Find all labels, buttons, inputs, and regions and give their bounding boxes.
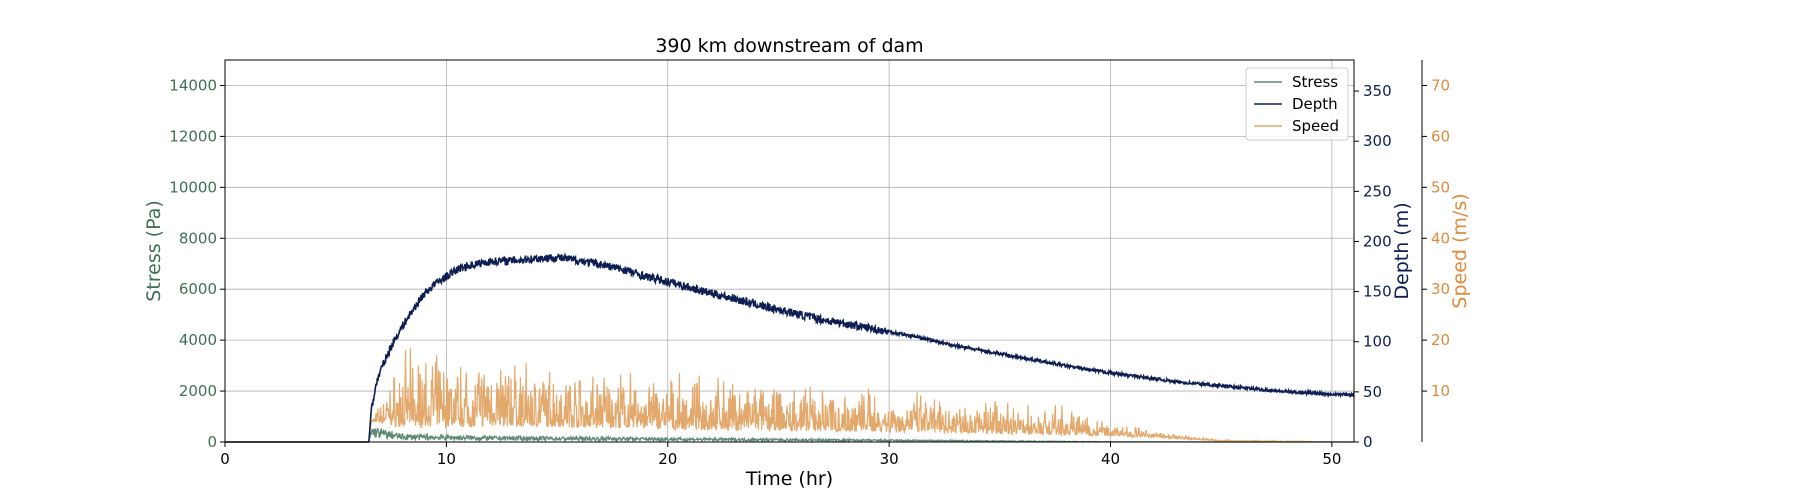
depth-tick-label: 200 [1363,232,1392,250]
legend-box [1245,67,1349,141]
x-tick-label: 0 [220,450,230,468]
depth-tick-label: 100 [1363,333,1392,351]
stress-tick-label: 2000 [179,382,217,400]
stress-tick-label: 4000 [179,331,217,349]
axes-layer: 0 10 20 30 40 5002000400060008000100001200014… [169,60,1450,468]
stress-tick-label: 10000 [169,178,217,196]
x-axis-label: Time (hr) [745,468,833,490]
speed-tick-label: 30 [1431,280,1450,298]
series-line-depth [225,252,1355,443]
stress-tick-label: 0 [207,433,217,451]
speed-axis-label: Speed (m/s) [1449,193,1471,308]
x-tick-label: 50 [1322,450,1341,468]
legend-label-stress: Stress [1292,73,1338,91]
stress-tick-label: 8000 [179,229,217,247]
series-line-speed [225,347,1354,443]
depth-tick-label: 150 [1363,283,1392,301]
speed-tick-label: 40 [1431,229,1450,247]
depth-tick-label: 350 [1363,82,1392,100]
depth-tick-label: 50 [1363,383,1382,401]
stress-tick-label: 6000 [179,280,217,298]
stress-tick-label: 12000 [169,127,217,145]
x-tick-label: 10 [437,450,456,468]
speed-tick-label: 20 [1431,331,1450,349]
plot-frame [224,59,1355,443]
stress-axis-label: Stress (Pa) [143,200,165,302]
legend-label-depth: Depth [1292,95,1338,113]
speed-tick-label: 10 [1431,382,1450,400]
depth-tick-label: 0 [1363,433,1373,451]
x-tick-label: 30 [880,450,899,468]
x-tick-label: 20 [658,450,677,468]
legend-label-speed: Speed [1292,117,1339,135]
stress-tick-label: 14000 [169,76,217,94]
speed-tick-label: 70 [1431,76,1450,94]
speed-tick-label: 50 [1431,178,1450,196]
chart-title: 390 km downstream of dam [655,35,923,57]
x-tick-label: 40 [1101,450,1120,468]
legend: Stress Depth Speed [1245,67,1349,141]
depth-tick-label: 250 [1363,182,1392,200]
speed-tick-label: 60 [1431,127,1450,145]
depth-tick-label: 300 [1363,132,1392,150]
depth-axis-label: Depth (m) [1391,202,1413,299]
